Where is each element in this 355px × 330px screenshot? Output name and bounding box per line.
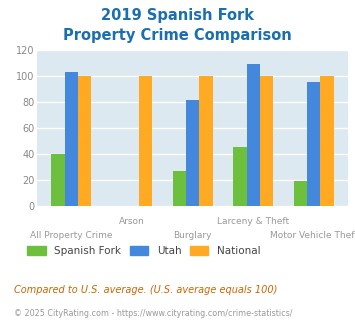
Text: Burglary: Burglary	[173, 231, 212, 240]
Bar	[139, 76, 152, 206]
Text: Property Crime Comparison: Property Crime Comparison	[63, 28, 292, 43]
Bar	[78, 76, 91, 206]
Bar	[233, 148, 246, 206]
Bar	[199, 76, 213, 206]
Bar	[307, 82, 321, 206]
Text: Compared to U.S. average. (U.S. average equals 100): Compared to U.S. average. (U.S. average …	[14, 285, 278, 295]
Bar	[51, 154, 65, 206]
Bar	[321, 76, 334, 206]
Bar	[186, 100, 199, 206]
Bar	[260, 76, 273, 206]
Text: © 2025 CityRating.com - https://www.cityrating.com/crime-statistics/: © 2025 CityRating.com - https://www.city…	[14, 309, 293, 317]
Text: All Property Crime: All Property Crime	[30, 231, 113, 240]
Text: 2019 Spanish Fork: 2019 Spanish Fork	[101, 8, 254, 23]
Bar	[173, 171, 186, 206]
Bar	[246, 64, 260, 206]
Bar	[65, 72, 78, 206]
Bar	[294, 182, 307, 206]
Text: Motor Vehicle Theft: Motor Vehicle Theft	[270, 231, 355, 240]
Text: Larceny & Theft: Larceny & Theft	[217, 217, 289, 226]
Legend: Spanish Fork, Utah, National: Spanish Fork, Utah, National	[23, 242, 264, 260]
Text: Arson: Arson	[119, 217, 145, 226]
